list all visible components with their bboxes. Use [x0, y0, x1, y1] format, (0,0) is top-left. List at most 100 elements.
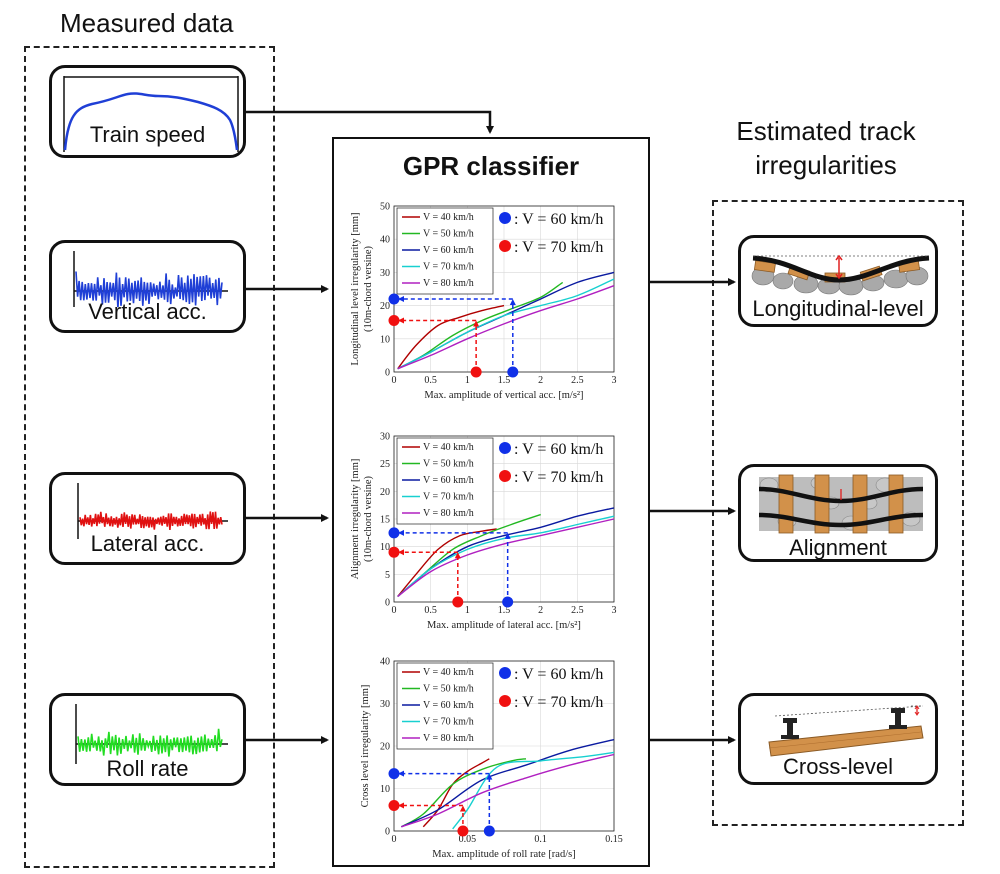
- legend-label: V = 70 km/h: [423, 492, 474, 503]
- input-label-roll-rate: Roll rate: [106, 756, 189, 781]
- marker-arrowhead: [398, 295, 404, 302]
- x-tick-label: 0: [392, 375, 397, 386]
- series-line-5: [401, 753, 615, 828]
- y-tick-label: 10: [380, 784, 390, 795]
- x-axis-label: Max. amplitude of roll rate [rad/s]: [432, 849, 575, 860]
- gpr-classifier-box: GPR classifier 0 0.5 1 1.5 2 2.5 3 0 10 20 30 40 50 M…: [332, 137, 650, 867]
- marker-arrowhead: [459, 805, 466, 812]
- x-tick-label: 2.5: [571, 605, 584, 616]
- marker-dot-x: [452, 596, 464, 608]
- legend-label: V = 70 km/h: [423, 717, 474, 728]
- lateral-acc-signal: [77, 483, 228, 539]
- annotation-label: : V = 70 km/h: [514, 694, 603, 711]
- y-tick-label: 10: [380, 542, 390, 553]
- legend-label: V = 80 km/h: [423, 733, 474, 744]
- x-tick-label: 1.5: [498, 375, 511, 386]
- series-line-5: [397, 285, 615, 370]
- annotation-dot: [499, 470, 511, 482]
- alignment-track-icon: [759, 474, 923, 534]
- y-tick-label: 20: [380, 487, 390, 498]
- marker-dot-y: [388, 768, 400, 780]
- marker-arrowhead: [504, 532, 511, 539]
- x-axis-label: Max. amplitude of vertical acc. [m/s²]: [424, 390, 583, 401]
- y-tick-label: 40: [380, 235, 390, 246]
- x-tick-label: 3: [612, 375, 617, 386]
- roll-rate-signal: [75, 704, 228, 764]
- series-line-1: [422, 758, 490, 828]
- legend-box: [396, 662, 494, 750]
- output-label-longitudinal-level: Longitudinal-level: [752, 296, 924, 321]
- marker-dot-y: [388, 527, 400, 539]
- output-label-cross-level: Cross-level: [782, 754, 894, 779]
- marker-arrowhead: [486, 773, 493, 780]
- annotation-label: : V = 70 km/h: [514, 239, 603, 256]
- x-tick-label: 0.15: [605, 834, 623, 845]
- plot-frame: [393, 205, 615, 373]
- input-label-lateral-acc: Lateral acc.: [90, 531, 205, 556]
- marker-dot-y: [388, 315, 400, 327]
- annotation-dot: [499, 212, 511, 224]
- chart-cross-level: 0 0.05 0.1 0.15 0 10 20 30 40 Max. amplitude of r…: [360, 657, 623, 861]
- x-tick-label: 0: [392, 605, 397, 616]
- x-tick-label: 0.5: [424, 605, 437, 616]
- y-tick-label: 40: [380, 657, 390, 668]
- train-speed-plot: [63, 76, 239, 152]
- x-tick-label: 1: [465, 375, 470, 386]
- annotation-label: : V = 70 km/h: [514, 469, 603, 486]
- marker-arrowhead: [509, 298, 516, 305]
- y-axis-label: Longitudinal level irregularity [mm]: [350, 212, 361, 365]
- estimated-header: Estimated track irregularities: [706, 114, 946, 182]
- legend-label: V = 40 km/h: [423, 212, 474, 223]
- series-line-2: [397, 513, 541, 598]
- legend-label: V = 70 km/h: [423, 262, 474, 273]
- marker-arrowhead: [454, 552, 461, 559]
- x-tick-label: 0.5: [424, 375, 437, 386]
- legend-box: [396, 207, 494, 295]
- y-tick-label: 0: [385, 368, 390, 379]
- legend-label: V = 50 km/h: [423, 684, 474, 695]
- marker-arrowhead: [398, 549, 404, 556]
- annotation-dot: [499, 240, 511, 252]
- marker-dot-x: [483, 825, 495, 837]
- y-tick-label: 20: [380, 301, 390, 312]
- input-card-train-speed: Train speed: [49, 65, 246, 158]
- legend-label: V = 60 km/h: [423, 700, 474, 711]
- annotation-dot: [499, 695, 511, 707]
- y-tick-label: 25: [380, 459, 390, 470]
- x-tick-label: 1: [465, 605, 470, 616]
- measured-data-header: Measured data: [60, 8, 234, 38]
- marker-arrowhead: [398, 317, 404, 324]
- x-tick-label: 2.5: [571, 375, 584, 386]
- series-line-1: [397, 304, 505, 370]
- y-tick-label: 20: [380, 742, 390, 753]
- marker-dot-x: [502, 596, 514, 608]
- legend-box: [396, 437, 494, 525]
- input-label-vertical-acc: Vertical acc.: [88, 299, 207, 324]
- input-card-vertical-acc: Vertical acc.: [49, 240, 246, 333]
- marker-dot-y: [388, 800, 400, 811]
- estimated-header-line1: Estimated track: [736, 116, 916, 146]
- marker-dot-x: [470, 366, 482, 378]
- marker-dot-x: [457, 825, 469, 837]
- gpr-classifier-title: GPR classifier: [402, 151, 580, 181]
- series-line-5: [397, 518, 615, 598]
- x-tick-label: 3: [612, 605, 617, 616]
- series-line-1: [397, 528, 497, 597]
- output-card-longitudinal-level: Longitudinal-level: [738, 235, 938, 327]
- output-card-cross-level: Cross-level: [738, 693, 938, 785]
- marker-arrowhead: [398, 770, 404, 777]
- series-line-4: [397, 515, 615, 598]
- series-line-3: [400, 738, 615, 828]
- y-axis-label: Cross level irregularity [mm]: [360, 685, 371, 808]
- legend: V = 40 km/h V = 50 km/h V = 60 km/h V = 70 …: [396, 207, 494, 295]
- y-axis-label: Alignment irregularity [mm]: [350, 459, 361, 580]
- input-card-roll-rate: Roll rate: [49, 693, 246, 786]
- y-axis-label-2: (10m-chord versine): [363, 245, 374, 332]
- marker-dot-y: [388, 546, 400, 558]
- legend: V = 40 km/h V = 50 km/h V = 60 km/h V = 70 …: [396, 662, 494, 750]
- legend-label: V = 80 km/h: [423, 508, 474, 519]
- annotation-dot: [499, 442, 511, 454]
- legend-label: V = 60 km/h: [423, 245, 474, 256]
